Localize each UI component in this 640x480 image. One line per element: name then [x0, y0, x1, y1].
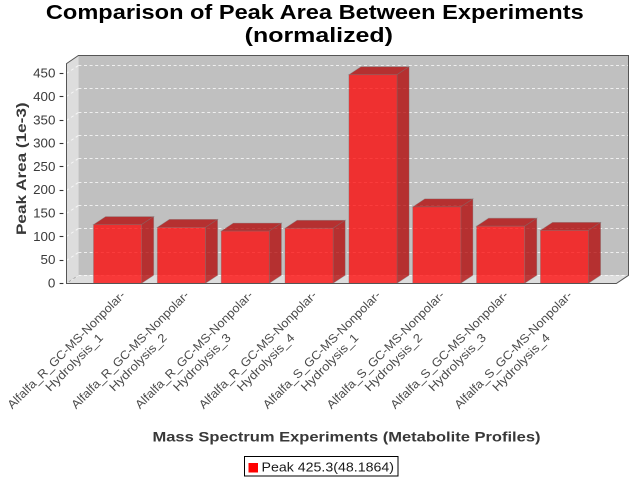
- svg-text:250: 250: [33, 160, 55, 174]
- svg-text:Mass Spectrum Experiments (Met: Mass Spectrum Experiments (Metabolite Pr…: [153, 428, 541, 444]
- svg-text:(normalized): (normalized): [245, 25, 393, 47]
- svg-text:Comparison of Peak Area Betwee: Comparison of Peak Area Between Experime…: [46, 2, 584, 24]
- svg-text:300: 300: [33, 137, 55, 151]
- svg-text:450: 450: [33, 67, 55, 81]
- svg-text:0: 0: [48, 276, 56, 290]
- svg-text:Peak 425.3(48.1864): Peak 425.3(48.1864): [262, 460, 395, 475]
- svg-text:100: 100: [33, 230, 55, 244]
- svg-text:400: 400: [33, 90, 55, 104]
- svg-text:Peak Area (1e-3): Peak Area (1e-3): [13, 102, 29, 235]
- svg-text:50: 50: [41, 253, 56, 267]
- svg-text:200: 200: [33, 183, 55, 197]
- svg-text:350: 350: [33, 113, 55, 127]
- svg-text:150: 150: [33, 207, 55, 221]
